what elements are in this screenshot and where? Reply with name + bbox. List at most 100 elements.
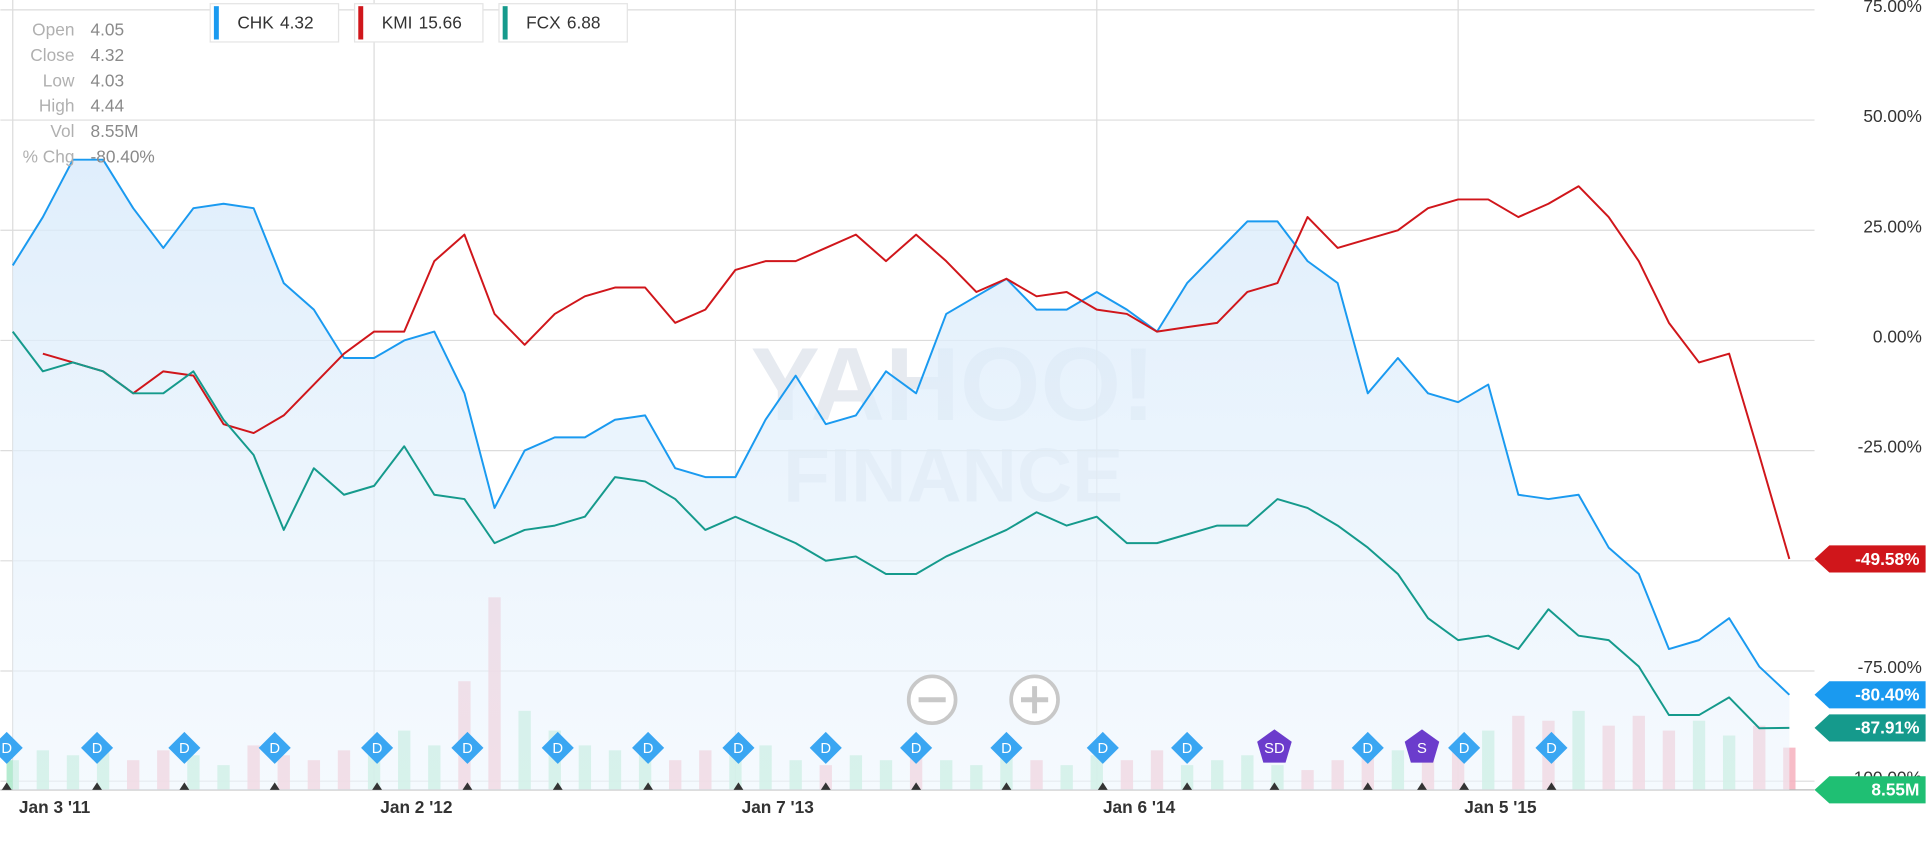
event-label: D xyxy=(911,741,922,757)
event-tick xyxy=(552,782,563,790)
event-marker: SD xyxy=(1257,729,1292,790)
legend-price: 6.88 xyxy=(567,12,601,32)
event-label: D xyxy=(820,741,831,757)
event-label: D xyxy=(92,741,103,757)
event-diamond xyxy=(0,731,23,764)
zoom-out-button[interactable] xyxy=(906,674,958,726)
event-label: D xyxy=(1001,741,1012,757)
x-tick-label: Jan 3 '11 xyxy=(19,797,91,817)
legend-item[interactable]: FCX 6.88 xyxy=(498,3,628,43)
legend-text: CHK 4.32 xyxy=(237,12,313,32)
event-tick xyxy=(1097,782,1108,790)
event-label: SD xyxy=(1264,741,1285,757)
event-label: D xyxy=(1546,741,1557,757)
info-value: 4.44 xyxy=(90,96,124,116)
event-marker: S xyxy=(1404,729,1440,790)
event-label: D xyxy=(643,741,654,757)
last-value-badge: -87.91% xyxy=(1814,714,1926,742)
event-tick xyxy=(372,782,383,790)
legend-box xyxy=(209,3,340,43)
info-value: -80.40% xyxy=(90,147,154,167)
event-tick xyxy=(92,782,102,790)
legend-swatch xyxy=(213,6,219,40)
event-marker: D xyxy=(0,731,23,790)
legend-swatch xyxy=(358,6,364,40)
event-tick xyxy=(462,782,473,790)
y-tick-label: 50.00% xyxy=(1863,106,1922,126)
legend-box xyxy=(498,3,628,43)
event-label: D xyxy=(1097,741,1108,757)
volume-badge: 8.55M xyxy=(1814,776,1926,804)
line xyxy=(42,185,1791,560)
legend-swatch xyxy=(502,6,508,40)
x-tick-label: Jan 2 '12 xyxy=(380,797,452,817)
event-label: D xyxy=(1362,741,1373,757)
event-label: D xyxy=(1182,741,1193,757)
last-value-badge: -49.58% xyxy=(1814,545,1926,573)
info-value: 4.03 xyxy=(90,70,124,90)
badge-label: -87.91% xyxy=(1855,718,1919,738)
event-label: S xyxy=(1417,741,1427,757)
info-value: 4.05 xyxy=(90,19,124,39)
event-tick xyxy=(733,782,744,790)
event-label: D xyxy=(462,741,473,757)
line xyxy=(11,158,1791,696)
event-tick xyxy=(820,782,831,790)
y-tick-label: 0.00% xyxy=(1873,327,1922,347)
legend-name: KMI xyxy=(382,12,413,32)
event-tick xyxy=(269,782,280,790)
badge-label: 8.55M xyxy=(1871,780,1919,800)
legend-text: KMI 15.66 xyxy=(382,12,462,32)
legend-price: 4.32 xyxy=(280,12,314,32)
line xyxy=(11,331,1790,730)
x-tick-label: Jan 6 '14 xyxy=(1103,797,1176,817)
info-label: Close xyxy=(30,45,74,65)
last-value-badge: -80.40% xyxy=(1814,681,1926,709)
legend-price: 15.66 xyxy=(419,12,462,32)
event-tick xyxy=(1269,782,1280,790)
legend-item[interactable]: KMI 15.66 xyxy=(353,3,484,43)
event-tick xyxy=(1546,782,1557,790)
legend-text: FCX 6.88 xyxy=(526,12,600,32)
x-tick-label: Jan 7 '13 xyxy=(742,797,814,817)
x-tick-label: Jan 5 '15 xyxy=(1464,797,1537,817)
info-label: Open xyxy=(32,19,74,39)
info-label: % Chg xyxy=(23,147,75,167)
info-label: Low xyxy=(43,70,75,90)
legend-name: FCX xyxy=(526,12,561,32)
info-value: 8.55M xyxy=(90,121,138,141)
event-label: D xyxy=(372,741,383,757)
event-label: D xyxy=(552,741,563,757)
zoom-controls xyxy=(906,674,1060,726)
info-value: 4.32 xyxy=(90,45,124,65)
info-label: Vol xyxy=(50,121,74,141)
event-tick xyxy=(1459,782,1470,790)
event-label: D xyxy=(269,741,280,757)
badge-label: -49.58% xyxy=(1855,549,1919,569)
event-tick xyxy=(1182,782,1193,790)
event-label: D xyxy=(733,741,744,757)
event-label: D xyxy=(179,741,190,757)
y-tick-label: 75.00% xyxy=(1863,0,1922,16)
legend-box xyxy=(353,3,484,43)
event-tick xyxy=(911,782,922,790)
event-tick xyxy=(1,782,12,790)
badge-shape xyxy=(1814,776,1926,804)
event-tick xyxy=(1417,782,1427,790)
badge-shape xyxy=(1814,681,1926,709)
event-pentagon xyxy=(1404,729,1440,763)
event-tick xyxy=(643,782,654,790)
badge-label: -80.40% xyxy=(1855,685,1919,705)
y-tick-label: -25.00% xyxy=(1858,437,1922,457)
legend-item[interactable]: CHK 4.32 xyxy=(209,3,340,43)
event-tick xyxy=(1001,782,1012,790)
info-label: High xyxy=(39,96,75,116)
zoom-in-button[interactable] xyxy=(1009,674,1060,726)
event-label: D xyxy=(1,741,12,757)
area xyxy=(12,159,1790,790)
event-label: D xyxy=(1459,741,1470,757)
badge-shape xyxy=(1814,714,1926,742)
badge-shape xyxy=(1814,545,1926,573)
